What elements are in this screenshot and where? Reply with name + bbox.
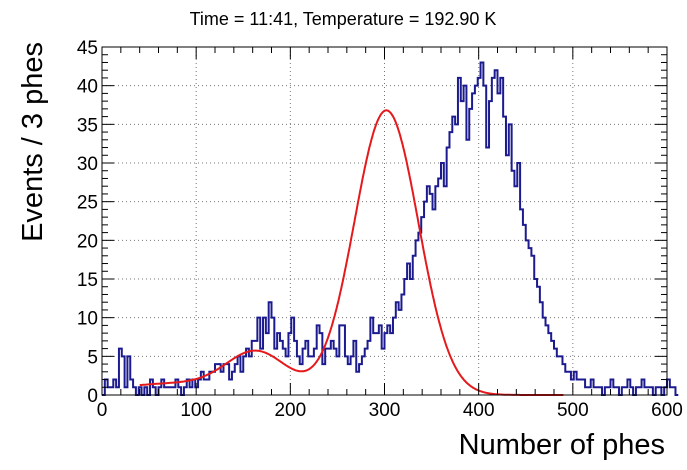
x-tick-label: 400	[463, 400, 495, 421]
fit-curve	[139, 109, 564, 396]
x-tick-label: 600	[651, 400, 683, 421]
y-tick-label: 5	[87, 347, 98, 368]
y-tick-label: 10	[77, 309, 98, 330]
axes: 0 100 200 300 400 500 600 0 5 10 15 20 25 30 35 40 45	[77, 38, 683, 421]
y-tick-label: 20	[77, 231, 98, 252]
x-tick-label: 0	[97, 400, 108, 421]
histogram-bins	[102, 61, 679, 396]
y-tick-label: 45	[77, 38, 98, 59]
fit-curve-line	[139, 109, 564, 396]
y-tick-label: 15	[77, 270, 98, 291]
x-tick-label: 100	[180, 400, 212, 421]
y-tick-label: 40	[77, 77, 98, 98]
y-axis-label: Events / 3 phes	[17, 42, 49, 242]
y-tick-label: 25	[77, 193, 98, 214]
y-tick-label: 30	[77, 154, 98, 175]
histogram-series	[102, 61, 679, 396]
chart-title: Time = 11:41, Temperature = 192.90 K	[190, 9, 497, 29]
y-tick-label: 35	[77, 115, 98, 136]
x-axis-label: Number of phes	[459, 429, 665, 461]
x-tick-label: 500	[557, 400, 589, 421]
x-tick-label: 300	[369, 400, 401, 421]
y-tick-label: 0	[87, 386, 98, 407]
x-tick-label: 200	[274, 400, 306, 421]
